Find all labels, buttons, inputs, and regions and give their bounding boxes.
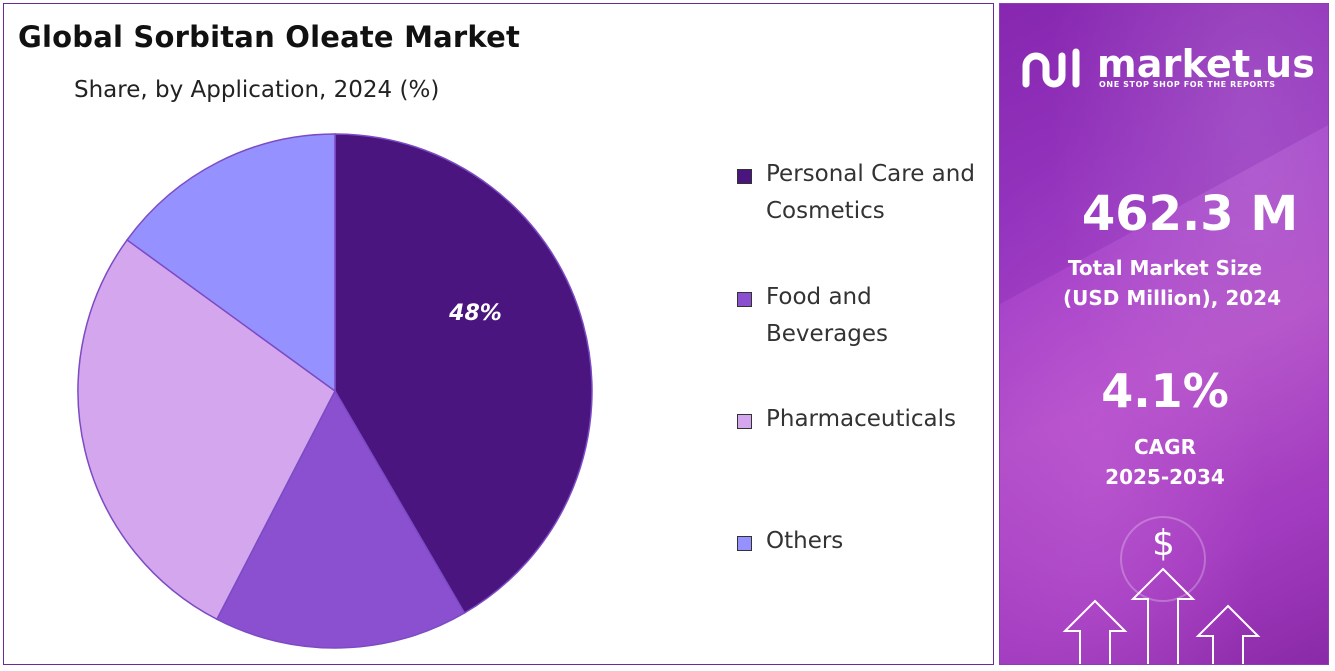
market-us-logo-icon — [1022, 48, 1080, 88]
pie-slice-food-and-beverages — [215, 389, 466, 649]
dollar-icon: $ — [1152, 523, 1175, 564]
pie-slice-others — [126, 133, 336, 393]
background-decoration — [1000, 4, 1328, 664]
brand-name: market.us — [1097, 42, 1316, 86]
summary-panel: market.us ONE STOP SHOP FOR THE REPORTS … — [999, 3, 1329, 665]
legend-swatch — [737, 292, 752, 307]
chart-title: Global Sorbitan Oleate Market — [18, 20, 521, 54]
cagr-label: CAGR 2025-2034 — [1000, 432, 1328, 492]
chart-panel: Global Sorbitan Oleate Market Share, by … — [3, 3, 994, 665]
legend-label: Personal Care and Cosmetics — [766, 161, 975, 224]
legend-swatch — [737, 169, 752, 184]
pie-data-label: 48% — [448, 301, 502, 326]
cagr-label-line1: CAGR — [1134, 435, 1196, 459]
market-size-label-line1: Total Market Size — [1067, 256, 1263, 280]
chart-subtitle: Share, by Application, 2024 (%) — [74, 77, 440, 103]
market-size-label: Total Market Size (USD Million), 2024 — [1000, 253, 1328, 313]
legend-swatch — [737, 536, 752, 551]
up-arrow-icon — [1195, 604, 1261, 664]
pie-slice-pharmaceuticals — [77, 238, 336, 621]
legend-label: Food and Beverages — [766, 284, 888, 347]
legend-label: Others — [766, 528, 844, 554]
brand-tagline: ONE STOP SHOP FOR THE REPORTS — [1099, 80, 1276, 89]
pie-slice-personal-care-and-cosmetics — [334, 133, 593, 615]
growth-arrows — [1062, 567, 1261, 664]
legend-swatch — [737, 414, 752, 429]
up-arrow-icon — [1130, 567, 1196, 664]
cagr-value: 4.1% — [1101, 364, 1229, 418]
cagr-label-line2: 2025-2034 — [1105, 465, 1225, 489]
market-size-label-line2: (USD Million), 2024 — [1062, 286, 1282, 310]
legend-label: Pharmaceuticals — [766, 406, 956, 432]
up-arrow-icon — [1062, 599, 1128, 664]
market-size-value: 462.3 M — [1081, 186, 1299, 242]
pie-chart: 48% — [77, 133, 593, 649]
